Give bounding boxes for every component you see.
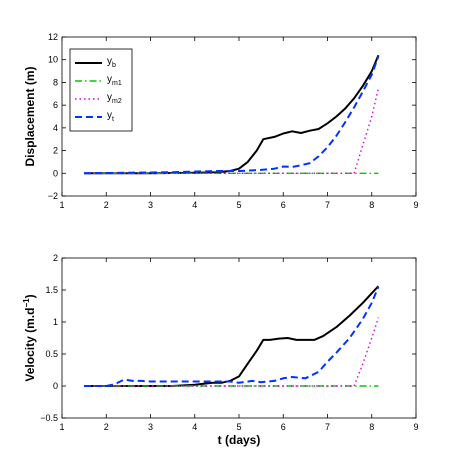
x-tick-label: 8 — [369, 422, 374, 432]
series-line-y-b — [84, 285, 380, 387]
x-tick-label: 7 — [325, 422, 330, 432]
legend-entry-base: y — [107, 74, 112, 85]
y-tick-label: 12 — [48, 32, 58, 42]
x-tick-label: 6 — [281, 422, 286, 432]
y-tick-label: 2 — [53, 253, 58, 263]
y-tick-label: 0 — [53, 168, 58, 178]
legend-entry-subscript: m2 — [112, 98, 122, 105]
x-tick-label: 4 — [192, 422, 197, 432]
x-tick-label: 5 — [236, 200, 241, 210]
y-axis-label-exponent: −1 — [22, 298, 31, 308]
legend-entry-label: ym2 — [107, 92, 122, 105]
legend-box — [69, 48, 133, 132]
y-tick-label: 1.5 — [45, 285, 58, 295]
y-tick-label: 0.5 — [45, 349, 58, 359]
plot-frame — [61, 257, 417, 419]
x-tick-label: 2 — [104, 422, 109, 432]
y-tick-label: 6 — [53, 100, 58, 110]
x-tick-label: 4 — [192, 200, 197, 210]
legend-entry-label: yt — [107, 110, 114, 123]
y-tick-label: 2 — [53, 146, 58, 156]
legend-entry-base: y — [107, 56, 112, 67]
y-tick-label: −2 — [48, 191, 58, 201]
legend-entry-base: y — [107, 92, 112, 103]
x-tick-label: 9 — [413, 422, 418, 432]
series-line-y-m2 — [84, 317, 380, 387]
series-line-y-b — [84, 54, 380, 175]
legend-entry-label: ym1 — [107, 74, 122, 87]
x-tick-label: 9 — [413, 200, 418, 210]
x-tick-label: 8 — [369, 200, 374, 210]
y-axis-label-tail: ) — [23, 294, 37, 298]
y-tick-label: 1 — [53, 317, 58, 327]
series-line-y-m2 — [84, 87, 380, 175]
x-tick-label: 6 — [281, 200, 286, 210]
x-tick-label: 5 — [236, 422, 241, 432]
x-tick-label: 7 — [325, 200, 330, 210]
legend-entry-label: yb — [107, 56, 116, 69]
y-tick-label: −0.5 — [40, 413, 58, 423]
y-tick-label: 0 — [53, 381, 58, 391]
y-tick-label: 10 — [48, 55, 58, 65]
x-tick-label: 2 — [104, 200, 109, 210]
x-tick-label: 1 — [59, 200, 64, 210]
legend-entry-subscript: t — [112, 116, 114, 123]
y-axis-label: Displacement (m) — [23, 66, 37, 166]
y-tick-label: 4 — [53, 123, 58, 133]
legend-entry-subscript: m1 — [112, 80, 122, 87]
legend-entry-base: y — [107, 110, 112, 121]
x-tick-label: 1 — [59, 422, 64, 432]
series-line-y-t — [84, 55, 380, 175]
legend-entry-subscript: b — [112, 62, 116, 69]
x-axis-label: t (days) — [218, 433, 261, 447]
x-tick-label: 3 — [148, 422, 153, 432]
y-axis-label-base: Velocity (m.d — [23, 308, 37, 382]
y-axis-label: Velocity (m.d−1) — [22, 294, 37, 381]
velocity-chart: 1 2 3 4 5 6 7 8 9 −0.5 0 0.5 1 1.5 2 Velocity (m.d−1) t … — [22, 253, 419, 447]
series-line-y-t — [84, 286, 380, 387]
x-tick-label: 3 — [148, 200, 153, 210]
y-tick-label: 8 — [53, 77, 58, 87]
